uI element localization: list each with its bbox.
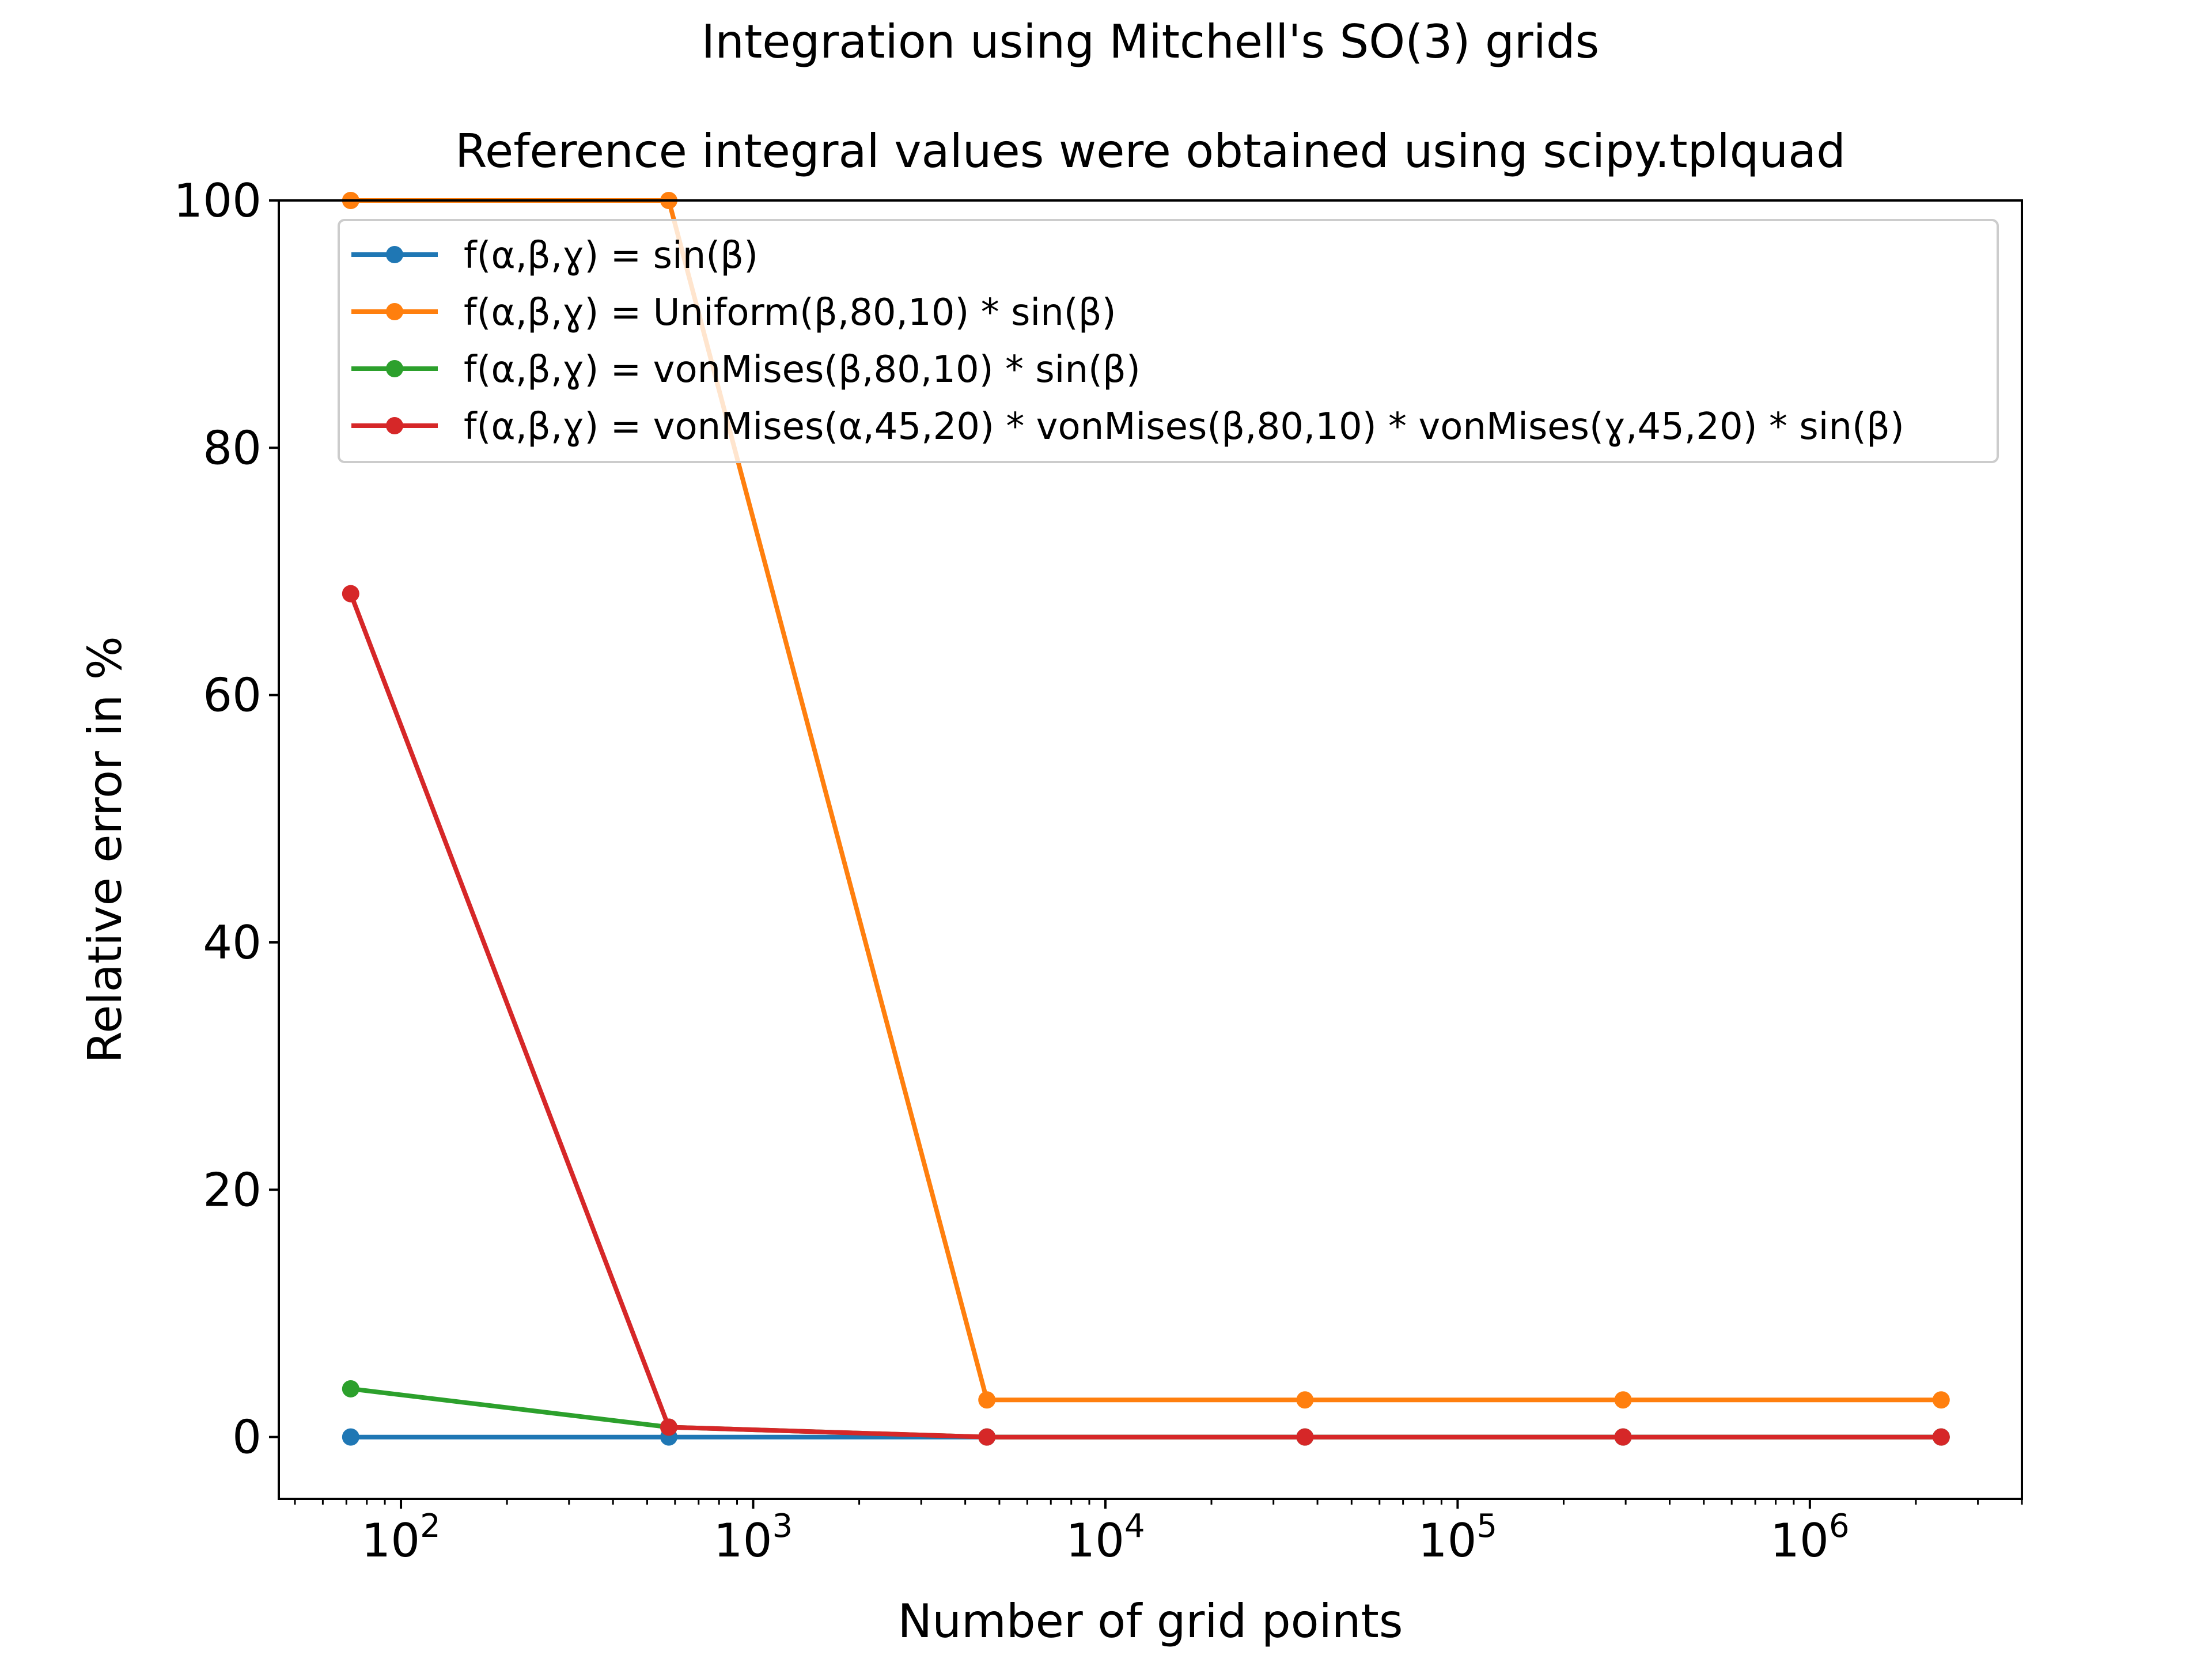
y-tick-label: 80 <box>203 421 262 475</box>
legend-marker <box>386 246 403 263</box>
data-point <box>1296 1391 1314 1409</box>
x-axis-label: Number of grid points <box>897 1594 1403 1648</box>
data-point <box>978 1428 996 1446</box>
series-line-4 <box>347 590 1944 1440</box>
data-point <box>1614 1391 1632 1409</box>
y-axis: 0 20 40 60 80 100 <box>173 174 279 1464</box>
legend-box <box>338 219 1999 463</box>
plot-area <box>342 192 1950 1446</box>
y-axis-label: Relative error in % <box>78 636 132 1063</box>
chart-title: Integration using Mitchell's SO(3) grids <box>702 15 1600 69</box>
y-tick-label: 100 <box>173 174 262 228</box>
y-tick-label: 40 <box>203 916 262 969</box>
axes-frame <box>278 199 2023 1500</box>
legend-marker <box>386 417 403 434</box>
data-point <box>1296 1428 1314 1446</box>
y-tick-label: 0 <box>232 1411 262 1464</box>
legend-label: f(α,β,ɣ) = Uniform(β,80,10) * sin(β) <box>464 291 1116 334</box>
legend-marker <box>386 360 403 377</box>
data-point <box>342 1380 359 1397</box>
legend-label: f(α,β,ɣ) = sin(β) <box>464 234 758 277</box>
data-point <box>1614 1428 1632 1446</box>
chart-subtitle: Reference integral values were obtained … <box>455 124 1846 178</box>
data-point <box>342 1428 359 1446</box>
data-point <box>1932 1391 1950 1409</box>
data-point <box>342 585 359 603</box>
x-tick-label: 102 <box>361 1508 440 1567</box>
x-tick-label: 103 <box>714 1508 793 1567</box>
legend-label: f(α,β,ɣ) = vonMises(α,45,20) * vonMises(… <box>464 406 1904 448</box>
y-tick-label: 20 <box>203 1163 262 1217</box>
y-tick-label: 60 <box>203 669 262 722</box>
x-tick-label: 105 <box>1418 1508 1497 1567</box>
x-axis: 102 103 104 105 106 <box>294 1499 2023 1567</box>
legend-label: f(α,β,ɣ) = vonMises(β,80,10) * sin(β) <box>464 349 1141 391</box>
x-tick-label: 104 <box>1066 1508 1145 1567</box>
legend-marker <box>386 303 403 320</box>
data-point <box>978 1391 996 1409</box>
legend: f(α,β,ɣ) = sin(β) f(α,β,ɣ) = Uniform(β,80… <box>338 219 1999 463</box>
data-point <box>660 1418 678 1436</box>
x-tick-label: 106 <box>1770 1508 1849 1567</box>
data-point <box>1932 1428 1950 1446</box>
